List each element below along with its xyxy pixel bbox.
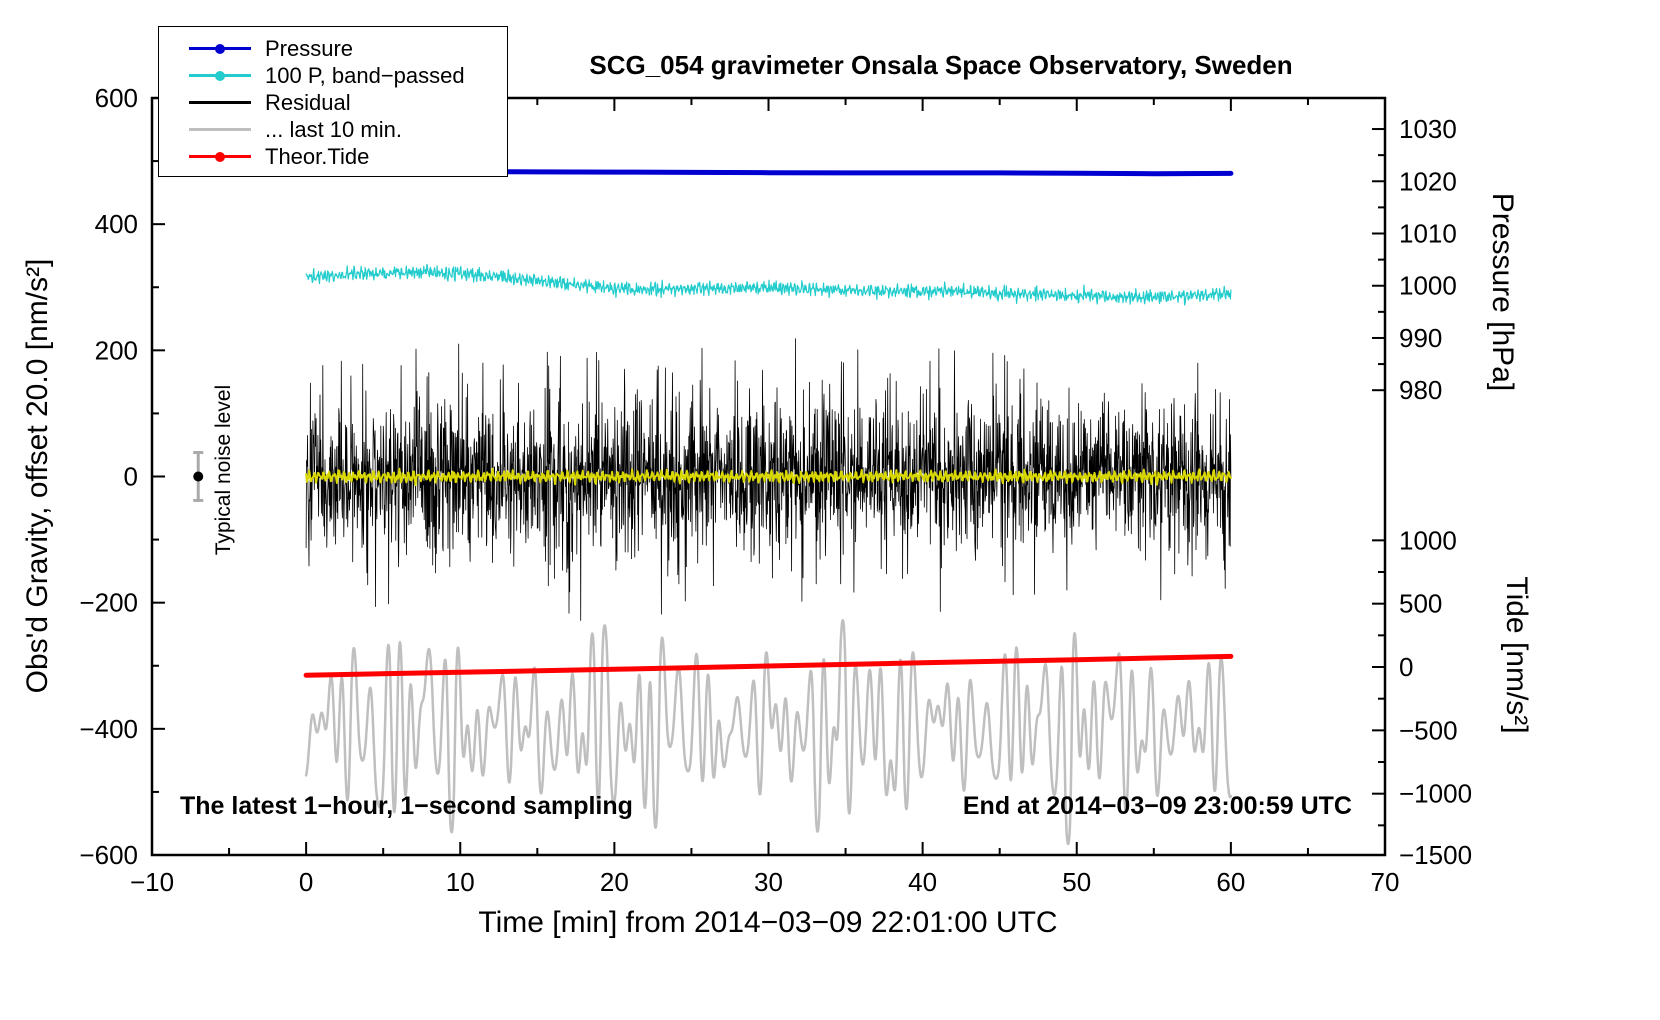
svg-text:−500: −500 — [1399, 715, 1458, 745]
svg-text:30: 30 — [754, 867, 783, 897]
legend-line-sample — [189, 128, 251, 131]
svg-text:990: 990 — [1399, 323, 1442, 353]
legend-dot-sample — [215, 70, 225, 81]
legend-item: Residual — [159, 89, 507, 116]
legend-swatch — [189, 43, 251, 54]
svg-text:600: 600 — [95, 83, 138, 113]
svg-text:−1500: −1500 — [1399, 840, 1472, 870]
sampling-note: The latest 1−hour, 1−second sampling — [180, 792, 633, 820]
gravity-axis-label: Obs'd Gravity, offset 20.0 [nm/s²] — [21, 258, 54, 694]
svg-text:40: 40 — [908, 867, 937, 897]
tide-axis-label: Tide [nm/s²] — [1500, 576, 1533, 734]
legend-label: ... last 10 min. — [265, 116, 402, 142]
svg-text:−10: −10 — [130, 867, 174, 897]
svg-text:60: 60 — [1216, 867, 1245, 897]
svg-text:1000: 1000 — [1399, 525, 1457, 555]
legend-item: Pressure — [159, 35, 507, 62]
svg-text:−200: −200 — [79, 588, 138, 618]
legend: Pressure 100 P, band−passed Residual... la… — [158, 26, 508, 177]
svg-text:1030: 1030 — [1399, 114, 1457, 144]
svg-text:1000: 1000 — [1399, 271, 1457, 301]
svg-text:−400: −400 — [79, 714, 138, 744]
svg-text:200: 200 — [95, 335, 138, 365]
svg-text:1020: 1020 — [1399, 166, 1457, 196]
legend-dot-sample — [215, 43, 225, 54]
legend-label: Pressure — [265, 35, 354, 61]
svg-text:70: 70 — [1371, 867, 1400, 897]
svg-text:500: 500 — [1399, 589, 1442, 619]
legend-label: Theor.Tide — [265, 143, 370, 169]
legend-label: Residual — [265, 89, 351, 115]
legend-item: ... last 10 min. — [159, 116, 507, 143]
svg-text:1010: 1010 — [1399, 219, 1457, 249]
svg-text:−600: −600 — [79, 840, 138, 870]
legend-item: Theor.Tide — [159, 143, 507, 170]
legend-item: 100 P, band−passed — [159, 62, 507, 89]
svg-text:400: 400 — [95, 209, 138, 239]
noise-level-label: Typical noise level — [212, 384, 235, 556]
legend-swatch — [189, 128, 251, 131]
svg-text:10: 10 — [446, 867, 475, 897]
legend-label: 100 P, band−passed — [265, 62, 465, 88]
legend-swatch — [189, 101, 251, 104]
svg-text:−1000: −1000 — [1399, 779, 1472, 809]
chart-title: SCG_054 gravimeter Onsala Space Observat… — [589, 50, 1293, 80]
legend-dot-sample — [215, 151, 225, 162]
legend-swatch — [189, 70, 251, 81]
pressure-axis-label: Pressure [hPa] — [1486, 192, 1519, 392]
svg-text:0: 0 — [1399, 652, 1413, 682]
svg-text:50: 50 — [1062, 867, 1091, 897]
svg-text:20: 20 — [600, 867, 629, 897]
end-time-note: End at 2014−03−09 23:00:59 UTC — [962, 792, 1352, 820]
svg-text:0: 0 — [299, 867, 313, 897]
legend-line-sample — [189, 101, 251, 104]
legend-swatch — [189, 151, 251, 162]
x-axis-label: Time [min] from 2014−03−09 22:01:00 UTC — [478, 906, 1058, 939]
svg-text:0: 0 — [124, 462, 138, 492]
svg-text:980: 980 — [1399, 375, 1442, 405]
